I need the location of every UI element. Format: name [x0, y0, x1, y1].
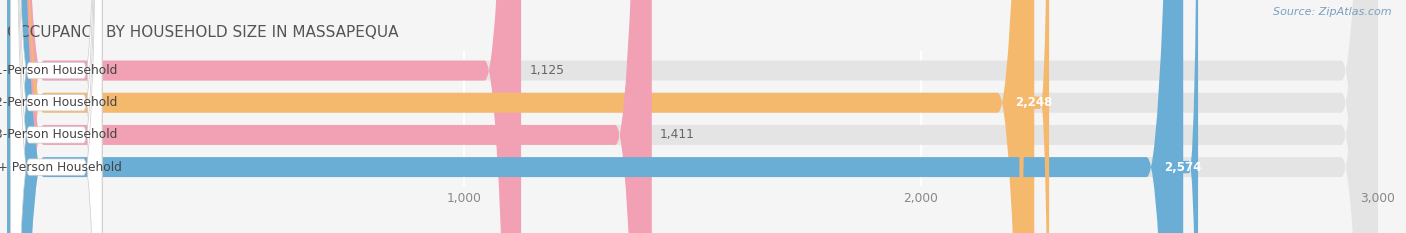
Text: 3-Person Household: 3-Person Household [0, 128, 118, 141]
FancyBboxPatch shape [11, 0, 103, 233]
FancyBboxPatch shape [7, 0, 652, 233]
Text: 1,125: 1,125 [529, 64, 564, 77]
FancyBboxPatch shape [11, 0, 103, 233]
Text: Source: ZipAtlas.com: Source: ZipAtlas.com [1274, 7, 1392, 17]
FancyBboxPatch shape [7, 0, 1035, 233]
Text: 4+ Person Household: 4+ Person Household [0, 161, 122, 174]
Text: 1,411: 1,411 [659, 128, 695, 141]
FancyBboxPatch shape [1168, 0, 1198, 233]
Text: 2,248: 2,248 [1015, 96, 1053, 109]
Text: 2,574: 2,574 [1164, 161, 1202, 174]
FancyBboxPatch shape [7, 0, 522, 233]
FancyBboxPatch shape [7, 0, 1378, 233]
FancyBboxPatch shape [7, 0, 1378, 233]
Text: 2-Person Household: 2-Person Household [0, 96, 118, 109]
Text: OCCUPANCY BY HOUSEHOLD SIZE IN MASSAPEQUA: OCCUPANCY BY HOUSEHOLD SIZE IN MASSAPEQU… [7, 25, 398, 40]
FancyBboxPatch shape [7, 0, 1378, 233]
FancyBboxPatch shape [7, 0, 1184, 233]
FancyBboxPatch shape [1019, 0, 1049, 233]
FancyBboxPatch shape [7, 0, 1378, 233]
FancyBboxPatch shape [11, 0, 103, 233]
FancyBboxPatch shape [11, 0, 103, 233]
Text: 1-Person Household: 1-Person Household [0, 64, 118, 77]
